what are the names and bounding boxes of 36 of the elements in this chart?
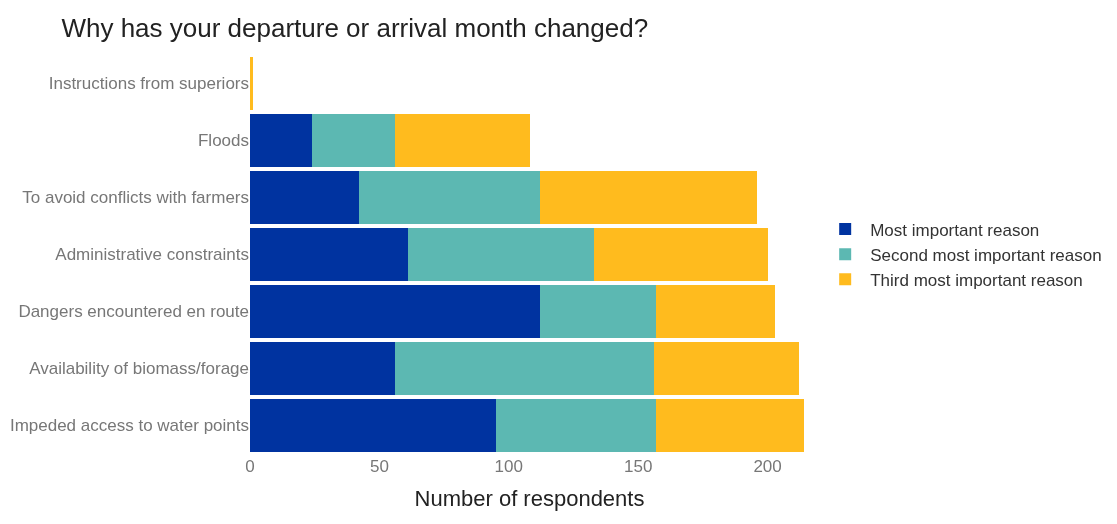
bar <box>394 342 654 395</box>
x-tick-label: 200 <box>753 457 782 476</box>
y-tick-label: Instructions from superiors <box>48 74 249 94</box>
y-tick-label: Dangers encountered en route <box>18 302 249 322</box>
bar <box>656 285 776 338</box>
y-tick-label: Floods <box>197 131 249 151</box>
bar <box>250 285 540 338</box>
x-tick-label: 100 <box>494 457 523 476</box>
bar <box>656 399 804 452</box>
bar <box>394 114 530 167</box>
chart-title: Why has your departure or arrival month changed? <box>61 12 649 43</box>
legend-label: Most important reason <box>870 220 1040 240</box>
y-tick-label: Impeded access to water points <box>9 416 249 436</box>
legend-label: Third most important reason <box>870 270 1083 290</box>
bar <box>250 57 253 110</box>
bar <box>250 399 496 452</box>
bar <box>594 228 768 281</box>
bar <box>250 342 395 395</box>
y-tick-label: Availability of biomass/forage <box>29 359 249 379</box>
y-tick-label: Administrative constraints <box>55 245 249 265</box>
x-tick-label: 50 <box>369 457 389 476</box>
bar <box>358 171 540 224</box>
bar <box>407 228 595 281</box>
bar <box>250 114 313 167</box>
bar <box>250 171 359 224</box>
bar <box>250 228 408 281</box>
bar <box>539 171 758 224</box>
legend-label: Second most important reason <box>870 245 1102 265</box>
x-tick-label: 0 <box>245 457 255 476</box>
bar <box>539 285 657 338</box>
bar <box>653 342 799 395</box>
bar <box>495 399 657 452</box>
x-tick-label: 150 <box>624 457 653 476</box>
y-tick-label: To avoid conflicts with farmers <box>22 188 249 208</box>
x-axis-title: Number of respondents <box>414 485 645 511</box>
bar <box>312 114 395 167</box>
